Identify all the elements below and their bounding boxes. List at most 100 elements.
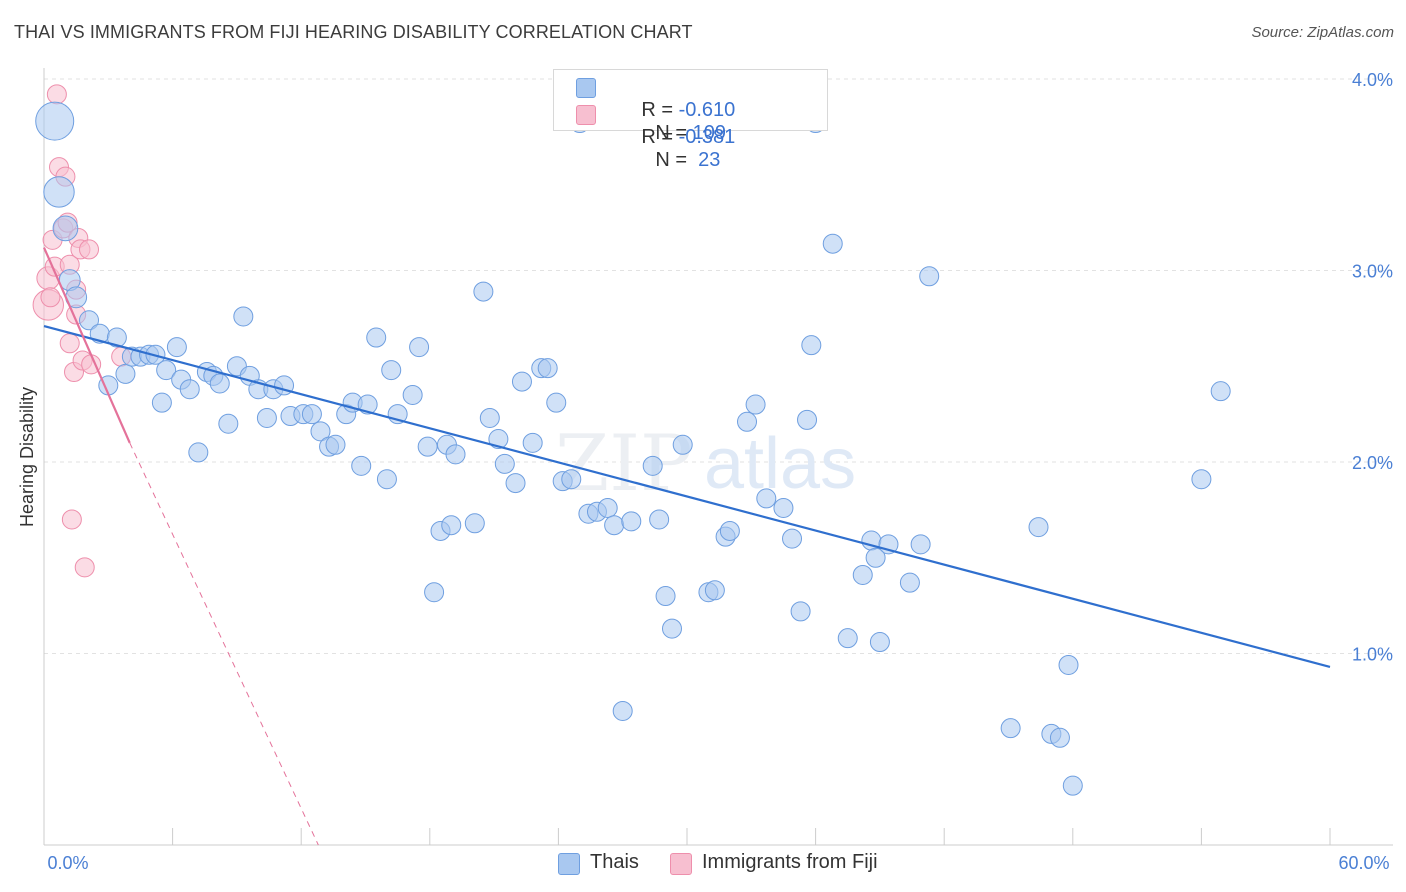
- point-thais: [218, 413, 239, 434]
- point-thais: [869, 632, 890, 653]
- legend-n-value: 23: [692, 149, 721, 171]
- point-thais: [494, 453, 515, 474]
- point-fiji: [74, 557, 95, 578]
- point-thais: [79, 310, 100, 331]
- point-thais: [325, 434, 346, 455]
- point-thais: [773, 497, 794, 518]
- trend-line-fiji: [42, 247, 131, 444]
- point-thais: [115, 363, 136, 384]
- point-thais: [910, 534, 931, 555]
- point-thais: [376, 469, 397, 490]
- point-thais: [661, 618, 682, 639]
- legend-r-label: R =: [641, 99, 679, 121]
- point-thais: [522, 432, 543, 453]
- point-fiji: [61, 509, 82, 530]
- point-thais: [43, 176, 75, 208]
- point-thais: [310, 421, 331, 442]
- chart-title: THAI VS IMMIGRANTS FROM FIJI HEARING DIS…: [14, 22, 693, 42]
- legend-swatch-fiji: [576, 105, 596, 125]
- point-thais: [381, 360, 402, 381]
- y-axis-label: Hearing Disability: [17, 387, 37, 527]
- series-legend: Thais Immigrants from Fiji: [0, 850, 1406, 878]
- legend-n-value: 109: [692, 122, 726, 144]
- legend-row-fiji: R = -0.381 N = 23: [576, 102, 735, 171]
- point-thais: [704, 580, 725, 601]
- point-thais: [166, 337, 187, 358]
- point-thais: [424, 582, 445, 603]
- legend-r-value: -0.381: [678, 126, 736, 148]
- point-thais: [649, 509, 670, 530]
- series-thais-points: [35, 101, 1231, 796]
- point-thais: [865, 547, 886, 568]
- legend-n-label: N =: [655, 122, 693, 144]
- point-thais: [801, 335, 822, 356]
- legend-row-thais: R = -0.610 N = 109: [576, 75, 735, 144]
- point-thais: [106, 327, 127, 348]
- point-thais: [1210, 381, 1231, 402]
- point-fiji: [79, 239, 100, 260]
- watermark: ZIP atlas: [555, 419, 856, 509]
- point-thais: [537, 358, 558, 379]
- trend-line-thais: [43, 324, 1331, 668]
- point-fiji: [46, 84, 67, 105]
- point-thais: [655, 586, 676, 607]
- point-thais: [357, 394, 378, 415]
- point-thais: [351, 455, 372, 476]
- point-thais: [561, 469, 582, 490]
- y-tick-label: 1.0%: [1352, 645, 1393, 665]
- point-thais: [473, 281, 494, 302]
- point-thais: [852, 564, 873, 585]
- point-thais: [156, 360, 177, 381]
- point-thais: [790, 601, 811, 622]
- point-thais: [52, 215, 79, 242]
- legend-swatch-thais: [576, 78, 596, 98]
- point-thais: [179, 379, 200, 400]
- point-thais: [604, 515, 625, 536]
- point-thais: [797, 409, 818, 430]
- legend-n-label: N =: [655, 149, 693, 171]
- correlation-legend: R = -0.610 N = 109 R = -0.381 N = 23: [553, 69, 828, 171]
- trend-line-fiji-extension: [129, 442, 319, 846]
- legend-r-value: -0.610: [678, 99, 736, 121]
- legend-swatch-fiji: [670, 853, 692, 875]
- point-thais: [1058, 654, 1079, 675]
- legend-swatch-thais: [558, 853, 580, 875]
- x-tick-label: 60.0%: [1338, 853, 1389, 873]
- point-thais: [505, 473, 526, 494]
- point-thais: [1000, 718, 1021, 739]
- point-thais: [479, 407, 500, 428]
- point-thais: [301, 404, 322, 425]
- point-thais: [745, 394, 766, 415]
- point-thais: [642, 455, 663, 476]
- point-thais: [1062, 775, 1083, 796]
- tick-labels: 1.0% 2.0% 3.0% 4.0% 0.0% 60.0%: [47, 70, 1393, 873]
- point-thais: [409, 337, 430, 358]
- legend-label-thais: Thais: [590, 851, 639, 873]
- x-tick-label: 0.0%: [47, 853, 88, 873]
- point-thais: [488, 429, 509, 450]
- point-thais: [1049, 727, 1070, 748]
- legend-label-fiji: Immigrants from Fiji: [702, 851, 878, 873]
- point-thais: [417, 436, 438, 457]
- trend-lines: [42, 247, 1331, 846]
- point-thais: [511, 371, 532, 392]
- point-fiji: [40, 287, 61, 308]
- point-thais: [1028, 517, 1049, 538]
- y-tick-label: 2.0%: [1352, 453, 1393, 473]
- point-thais: [256, 407, 277, 428]
- axes: [43, 68, 1393, 846]
- point-thais: [597, 497, 618, 518]
- point-thais: [366, 327, 387, 348]
- point-thais: [621, 511, 642, 532]
- point-thais: [441, 515, 462, 536]
- point-thais: [782, 528, 803, 549]
- point-thais: [464, 513, 485, 534]
- point-thais: [188, 442, 209, 463]
- point-thais: [737, 411, 758, 432]
- point-thais: [899, 572, 920, 593]
- point-thais: [837, 628, 858, 649]
- point-thais: [402, 384, 423, 405]
- point-thais: [445, 444, 466, 465]
- point-fiji: [59, 333, 80, 354]
